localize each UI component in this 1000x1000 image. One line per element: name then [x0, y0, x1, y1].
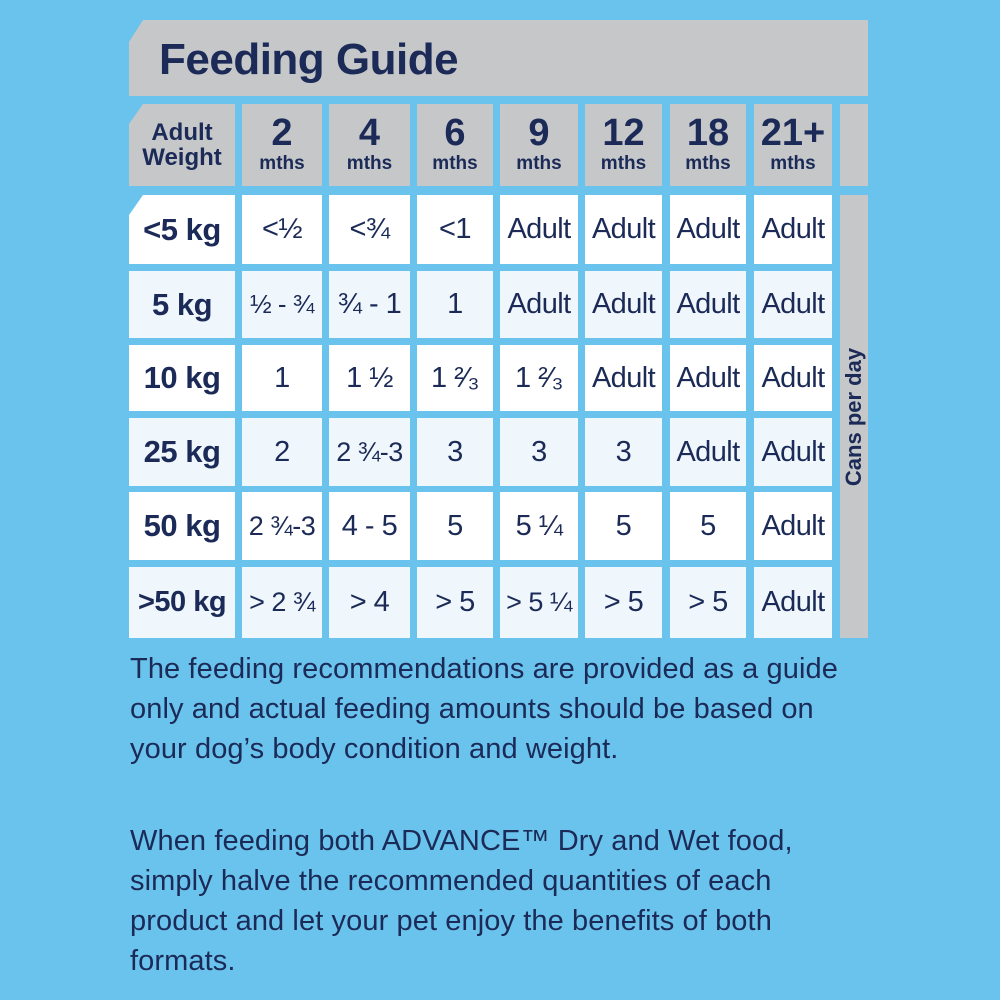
table-cell: 4 - 5: [329, 492, 410, 560]
header-adult-weight-line2: Weight: [142, 144, 222, 171]
weight-label: 5 kg: [129, 271, 235, 338]
table-cell: 1 ½: [329, 345, 410, 411]
table-cell: Adult: [500, 271, 578, 338]
dry-wet-combo-note: When feeding both ADVANCE™ Dry and Wet f…: [130, 825, 793, 977]
header-age-4: 4 mths: [329, 104, 410, 186]
header-age-unit: mths: [259, 153, 305, 174]
header-age-unit: mths: [346, 153, 393, 174]
table-cell: Adult: [754, 418, 832, 486]
table-cell: 5 ¼: [500, 492, 578, 560]
header-age-unit: mths: [685, 153, 731, 174]
table-cell: <1: [417, 195, 493, 264]
header-age-number: 21+: [760, 112, 826, 154]
table-cell: Adult: [585, 271, 662, 338]
header-age-2: 2 mths: [242, 104, 322, 186]
cans-per-day-label-column: Cans per day: [840, 195, 868, 638]
weight-label: 10 kg: [129, 345, 235, 411]
header-age-number: 2: [271, 112, 293, 154]
header-age-unit: mths: [432, 153, 478, 174]
table-cell: Adult: [754, 195, 832, 264]
table-cell: > 4: [329, 567, 410, 638]
header-adult-weight-line1: Adult: [151, 119, 213, 146]
table-cell: Adult: [585, 345, 662, 411]
header-age-9: 9 mths: [500, 104, 578, 186]
table-cell: Adult: [670, 418, 746, 486]
table-cell: 3: [417, 418, 493, 486]
table-cell: Adult: [754, 567, 832, 638]
table-cell: 3: [500, 418, 578, 486]
header-age-number: 18: [686, 112, 730, 154]
table-cell: ½ - ¾: [242, 271, 322, 338]
table-cell: > 5: [585, 567, 662, 638]
table-cell: 2: [242, 418, 322, 486]
table-cell: 5: [417, 492, 493, 560]
page-title: Feeding Guide: [159, 35, 459, 84]
table-cell: 5: [670, 492, 746, 560]
header-age-unit: mths: [770, 153, 816, 174]
table-cell: Adult: [670, 271, 746, 338]
weight-label: >50 kg: [129, 567, 235, 638]
table-cell: 5: [585, 492, 662, 560]
weight-label: <5 kg: [129, 195, 235, 264]
table-cell: 1: [417, 271, 493, 338]
table-cell: > 5: [670, 567, 746, 638]
table-cell: > 5: [417, 567, 493, 638]
header-age-unit: mths: [516, 153, 562, 174]
table-cell: Adult: [754, 345, 832, 411]
table-cell: > 2 ¾: [242, 567, 322, 638]
table-cell: Adult: [754, 271, 832, 338]
table-cell: <¾: [329, 195, 410, 264]
table-cell: 1: [242, 345, 322, 411]
table-cell: Adult: [670, 345, 746, 411]
header-age-12: 12 mths: [585, 104, 662, 186]
title-banner: Feeding Guide: [129, 20, 868, 96]
header-age-number: 4: [358, 112, 381, 154]
weight-label: 25 kg: [129, 418, 235, 486]
weight-label: 50 kg: [129, 492, 235, 560]
header-age-unit: mths: [600, 153, 647, 174]
table-cell: 1 ²⁄₃: [417, 345, 493, 411]
header-age-6: 6 mths: [417, 104, 493, 186]
header-age-number: 9: [528, 112, 550, 154]
header-age-number: 6: [444, 112, 466, 154]
header-age-18: 18 mths: [670, 104, 746, 186]
header-age-number: 12: [602, 112, 645, 154]
table-cell: 2 ¾-3: [329, 418, 410, 486]
side-header-blank: [840, 104, 868, 186]
table-cell: 3: [585, 418, 662, 486]
header-adult-weight: Adult Weight: [129, 104, 235, 186]
table-cell: ¾ - 1: [329, 271, 410, 338]
table-cell: Adult: [500, 195, 578, 264]
table-cell: Adult: [670, 195, 746, 264]
feeding-disclaimer-note: The feeding recommendations are provided…: [130, 653, 838, 765]
table-cell: <½: [242, 195, 322, 264]
cans-per-day-label: Cans per day: [841, 347, 867, 486]
table-cell: Adult: [754, 492, 832, 560]
header-age-21-plus: 21+ mths: [754, 104, 832, 186]
table-cell: 1 ²⁄₃: [500, 345, 578, 411]
table-cell: Adult: [585, 195, 662, 264]
table-cell: 2 ¾-3: [242, 492, 322, 560]
table-cell: > 5 ¼: [500, 567, 578, 638]
